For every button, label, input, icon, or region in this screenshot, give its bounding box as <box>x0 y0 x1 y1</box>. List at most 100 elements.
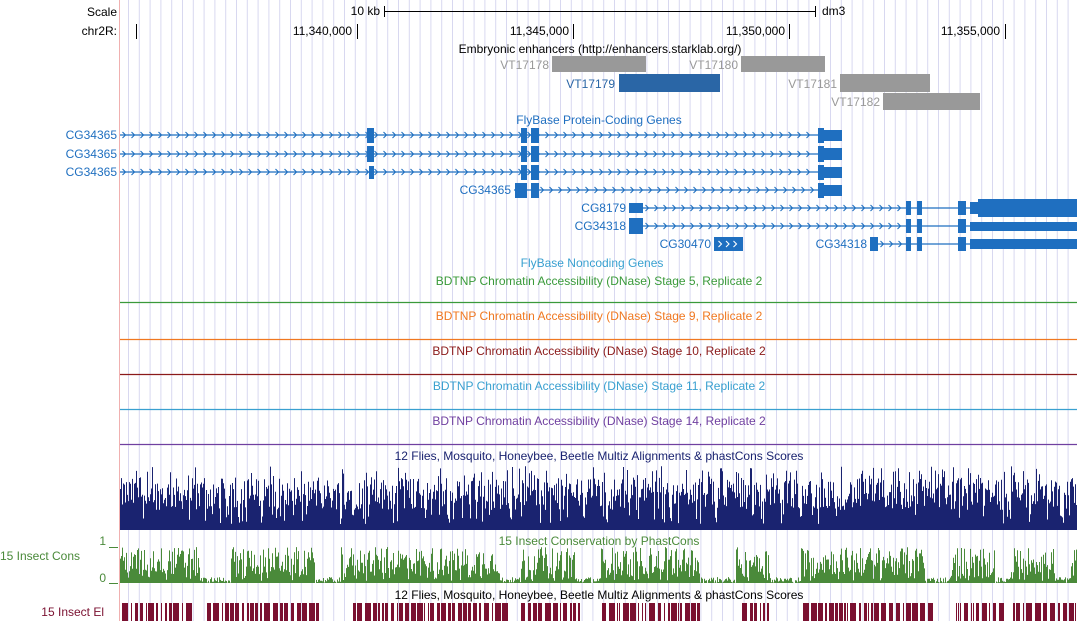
strand-chevron <box>275 131 280 139</box>
phastcons-track[interactable]: 15 Insect Conservation by PhastCons 15 I… <box>0 534 1077 585</box>
strand-chevron <box>509 131 514 139</box>
strand-chevron <box>185 168 190 176</box>
conserved-element <box>411 603 416 621</box>
dnase-stage14-track[interactable]: BDTNP Chromatin Accessibility (DNase) St… <box>120 414 1077 446</box>
strand-chevron <box>897 222 902 230</box>
enhancer-feature[interactable] <box>840 74 930 92</box>
conserved-element <box>835 603 838 621</box>
strand-chevron <box>707 131 712 139</box>
dnase-stage11-track[interactable]: BDTNP Chromatin Accessibility (DNase) St… <box>120 379 1077 411</box>
strand-chevron <box>770 168 775 176</box>
conserved-element <box>484 603 489 621</box>
conserved-element <box>273 603 278 621</box>
strand-chevron <box>699 222 704 230</box>
strand-chevron <box>644 150 649 158</box>
strand-chevron <box>744 222 749 230</box>
strand-chevron <box>257 168 262 176</box>
strand-chevron <box>176 168 181 176</box>
gene-model[interactable]: CG34365 <box>66 165 842 180</box>
strand-chevron <box>798 204 803 212</box>
conserved-element <box>750 603 753 621</box>
multiz-track[interactable]: 12 Flies, Mosquito, Honeybee, Beetle Mul… <box>120 449 1077 530</box>
track-title: BDTNP Chromatin Accessibility (DNase) St… <box>436 309 763 323</box>
strand-chevron <box>140 168 145 176</box>
strand-chevron <box>590 150 595 158</box>
gene-model[interactable]: CG34318 <box>816 237 1077 251</box>
strand-chevron <box>599 131 604 139</box>
strand-chevron <box>725 240 730 248</box>
gene-model[interactable]: CG34365 <box>66 128 842 143</box>
signal-bars <box>120 547 1077 583</box>
strand-chevron <box>383 168 388 176</box>
track-title: BDTNP Chromatin Accessibility (DNase) St… <box>432 414 766 428</box>
strand-chevron <box>753 222 758 230</box>
strand-chevron <box>338 150 343 158</box>
conserved-element <box>645 603 646 621</box>
strand-chevron <box>266 168 271 176</box>
track-title: 12 Flies, Mosquito, Honeybee, Beetle Mul… <box>395 449 804 463</box>
conserved-element <box>316 603 319 621</box>
strand-chevron <box>410 131 415 139</box>
conserved-element <box>222 603 223 621</box>
dnase-stage10-track[interactable]: BDTNP Chromatin Accessibility (DNase) St… <box>120 344 1077 376</box>
conserved-element <box>230 603 234 621</box>
strand-chevron <box>212 150 217 158</box>
strand-chevron <box>140 131 145 139</box>
conserved-element <box>495 603 501 621</box>
strand-chevron <box>563 150 568 158</box>
scale-label: Scale <box>87 5 117 19</box>
strand-arrows <box>540 186 815 194</box>
enhancer-feature[interactable] <box>552 56 646 72</box>
gene-model[interactable]: CG34365 <box>66 146 842 162</box>
conserved-element <box>619 603 620 621</box>
strand-chevron <box>563 131 568 139</box>
conserved-element <box>960 603 961 621</box>
gene-model[interactable]: CG8179 <box>581 199 1077 217</box>
strand-chevron <box>774 186 779 194</box>
enhancers-track[interactable]: Embryonic enhancers (http://enhancers.st… <box>459 42 980 110</box>
conserved-element <box>430 603 434 621</box>
gene-model[interactable]: CG30470 <box>660 237 743 251</box>
strand-chevron <box>567 186 572 194</box>
conserved-element <box>225 603 229 621</box>
conserved-element <box>578 603 580 621</box>
strand-chevron <box>735 204 740 212</box>
exon <box>818 128 824 143</box>
conserved-element <box>971 603 972 621</box>
strand-chevron <box>158 131 163 139</box>
conserved-element <box>1016 603 1020 621</box>
flybase-coding-track[interactable]: FlyBase Protein-Coding Genes CG34365 CG3… <box>66 113 1077 251</box>
exon <box>906 201 911 215</box>
strand-chevron <box>491 150 496 158</box>
strand-chevron <box>293 131 298 139</box>
conserved-element <box>378 603 380 621</box>
dnase-stage5-track[interactable]: BDTNP Chromatin Accessibility (DNase) St… <box>120 274 1077 304</box>
strand-chevron <box>302 131 307 139</box>
conserved-element <box>146 603 147 621</box>
enhancer-feature-highlighted[interactable] <box>619 74 720 92</box>
dnase-stage9-track[interactable]: BDTNP Chromatin Accessibility (DNase) St… <box>120 309 1077 341</box>
strand-chevron <box>347 150 352 158</box>
strand-chevron <box>437 168 442 176</box>
strand-chevron <box>779 131 784 139</box>
exon <box>917 237 922 251</box>
enhancer-feature[interactable] <box>741 56 825 72</box>
strand-chevron <box>689 168 694 176</box>
strand-chevron <box>671 168 676 176</box>
exon <box>824 167 842 178</box>
strand-chevron <box>771 204 776 212</box>
gene-model[interactable]: CG34365 <box>460 183 842 198</box>
strand-chevron <box>140 150 145 158</box>
enhancer-feature[interactable] <box>883 93 980 110</box>
strand-chevron <box>248 150 253 158</box>
gene-model[interactable]: CG34318 <box>575 218 1077 234</box>
strand-chevron <box>500 131 505 139</box>
strand-chevron <box>158 168 163 176</box>
strand-chevron <box>816 222 821 230</box>
strand-chevron <box>762 222 767 230</box>
conserved-element <box>528 603 531 621</box>
strand-chevron <box>684 186 689 194</box>
strand-chevron <box>131 168 136 176</box>
elements-track[interactable]: 12 Flies, Mosquito, Honeybee, Beetle Mul… <box>41 588 1076 621</box>
